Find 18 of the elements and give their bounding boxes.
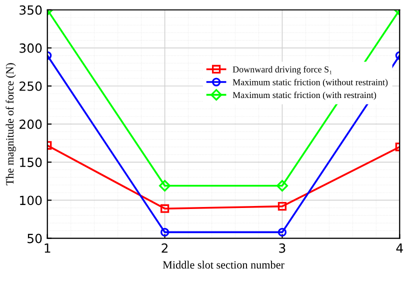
x-tick-label: 4 [396,244,403,253]
y-tick-label: 150 [20,158,42,168]
y-tick-label: 50 [28,234,42,244]
legend-label: Downward driving force S₁ [232,66,332,74]
x-tick-label: 3 [279,243,286,253]
legend-label: Maximum static friction (with restraint) [232,92,376,100]
x-tick-label: 1 [44,244,50,253]
x-axis-title: Middle slot section number [162,260,284,269]
y-axis-title: The magnitude of force (N) [6,63,16,186]
y-tick-label: 200 [20,120,42,130]
point [276,180,288,192]
y-tick-label: 250 [20,81,42,91]
y-tick-label: 300 [20,43,42,53]
point [159,180,171,192]
y-tick-label: 100 [20,196,42,206]
y-tick-label: 350 [20,5,42,15]
legend-label: Maximum static friction (without restraint) [232,78,388,88]
x-tick-label: 2 [162,243,168,253]
